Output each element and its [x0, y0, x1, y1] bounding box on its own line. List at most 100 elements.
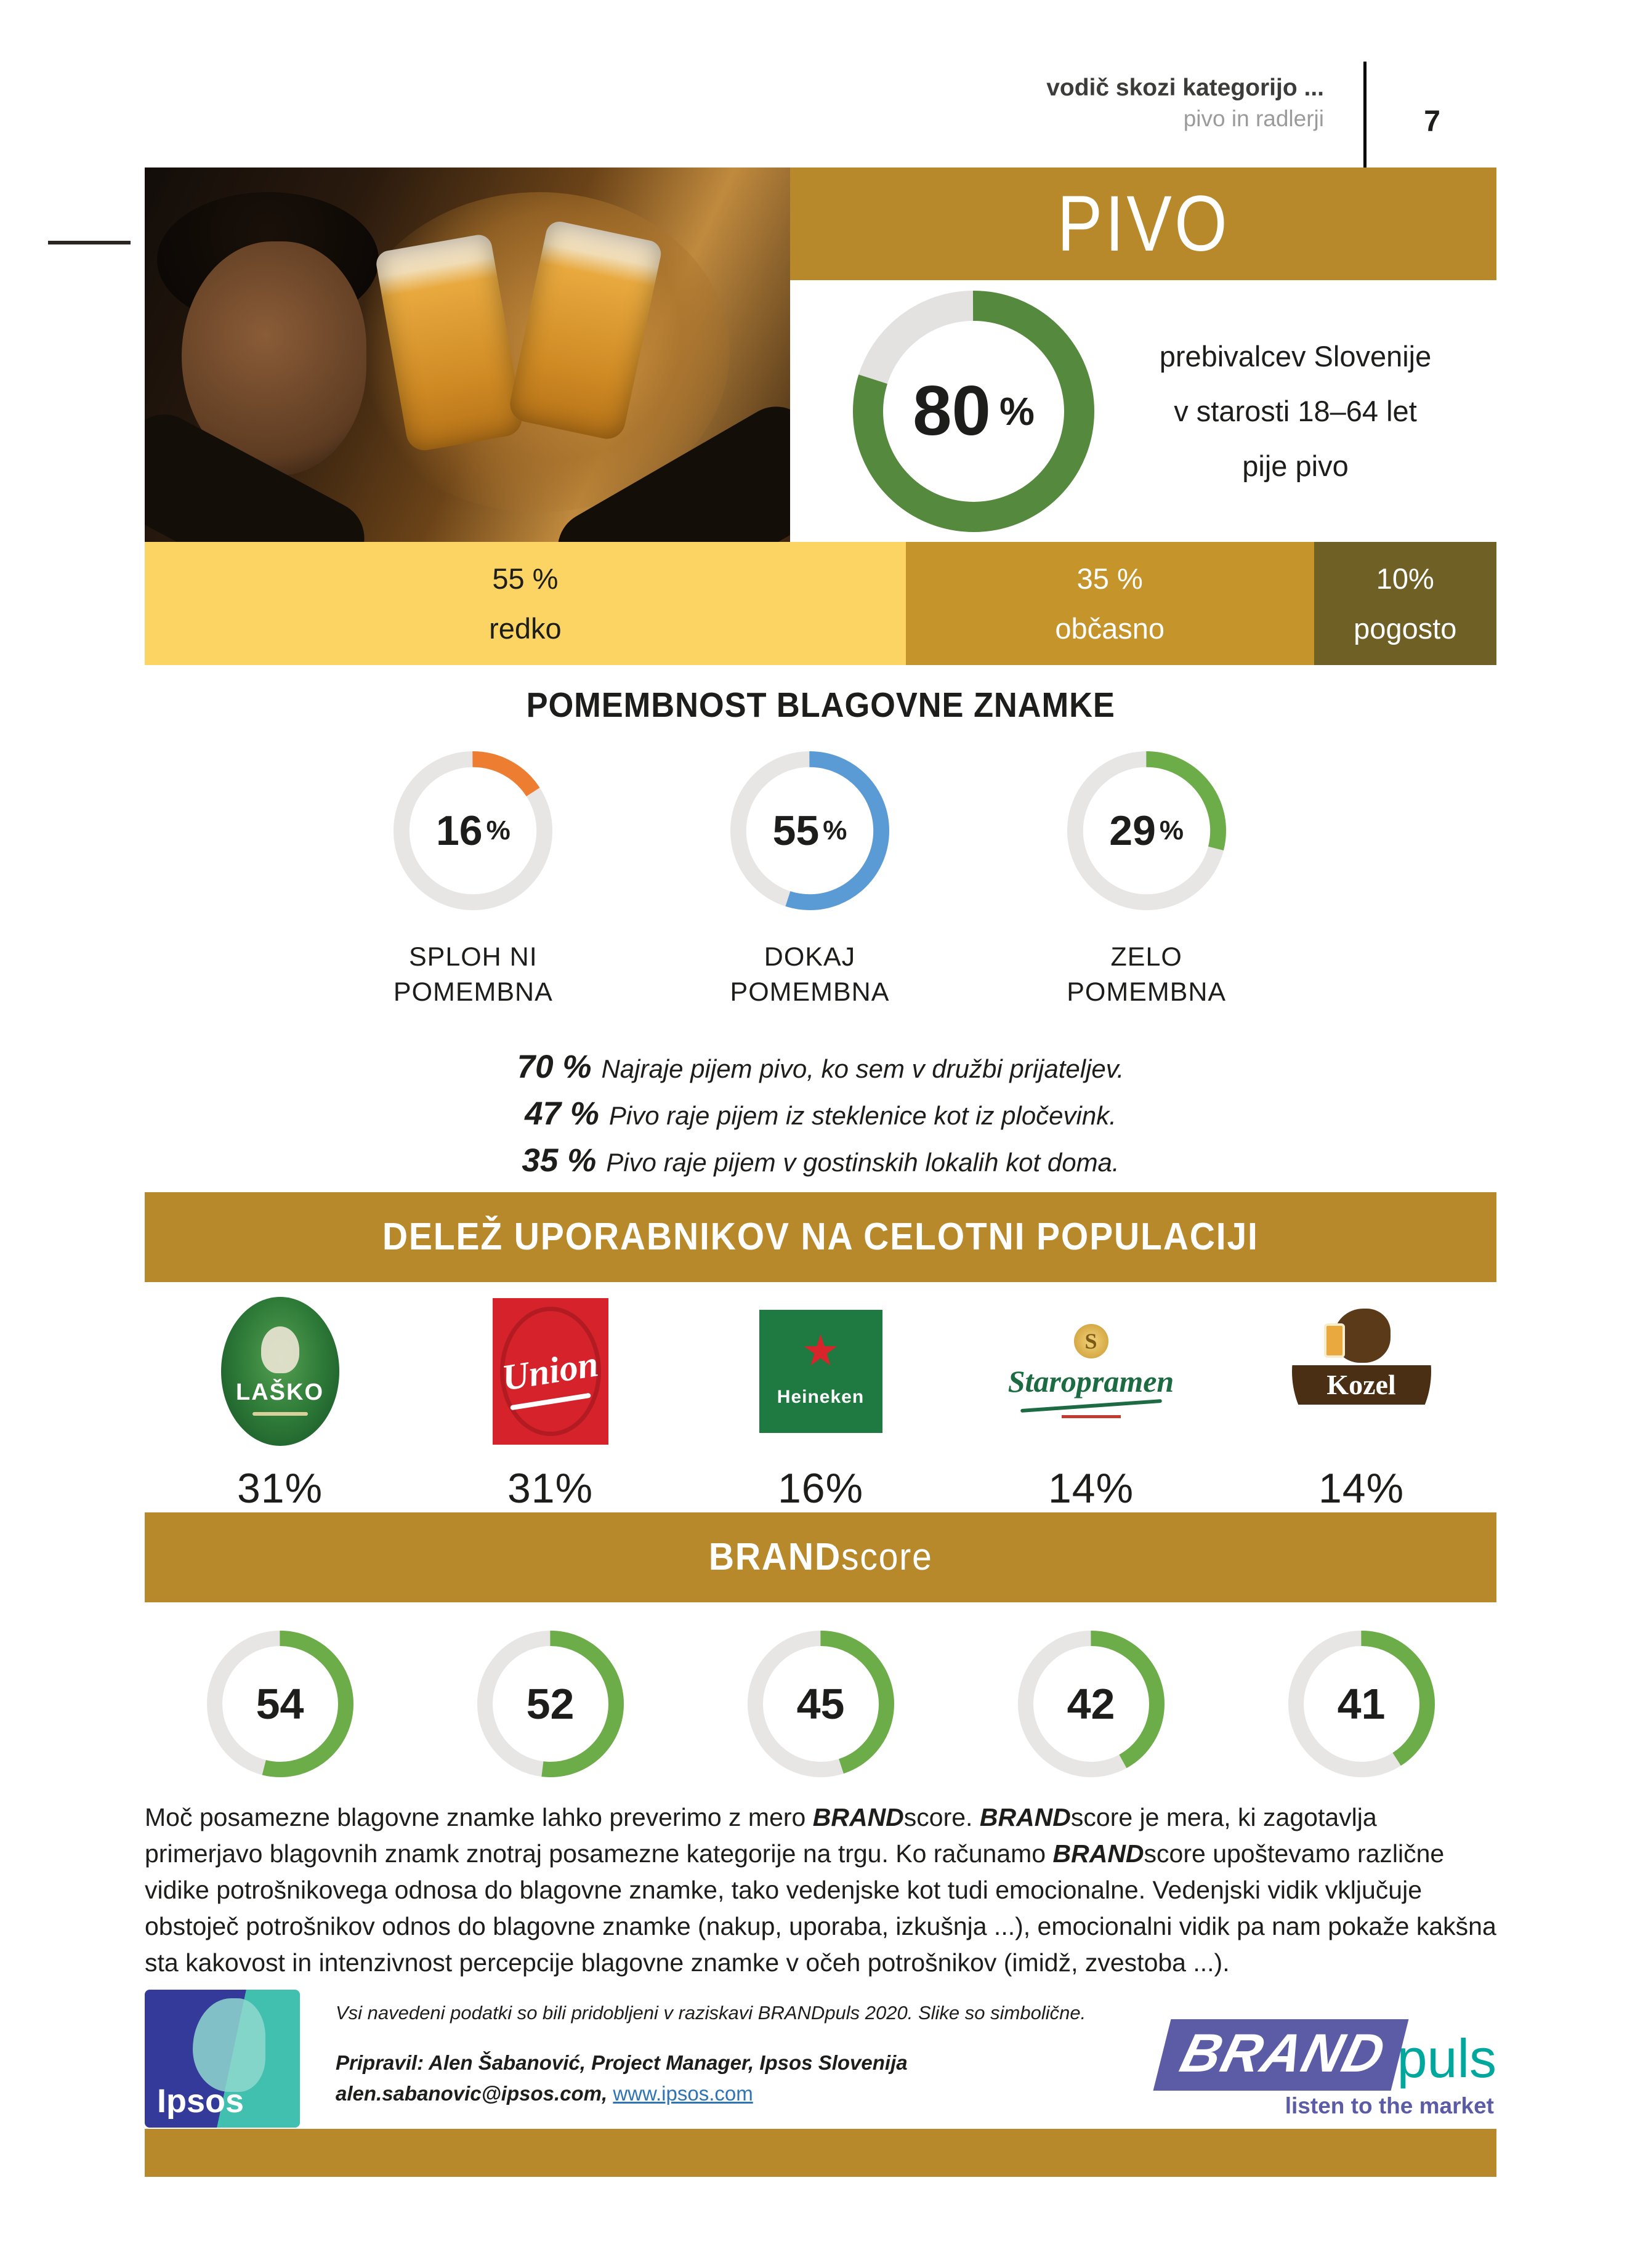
brand-logo-box: Union [492, 1293, 608, 1450]
heineken-logo-text: Heineken [777, 1386, 865, 1407]
brandpuls-tagline: listen to the market [1285, 2092, 1494, 2118]
frequency-segment-pogosto: 10% pogosto [1314, 542, 1496, 665]
beer-penetration-donut: 80% [853, 290, 1094, 532]
description-line: prebivalcev Slovenije [1159, 339, 1432, 373]
importance-col-sploh-ni: 16% SPLOH NI POMEMBNA [305, 751, 642, 1010]
brandscore-number: 42 [1067, 1679, 1115, 1728]
brandscore-title-bold: BRAND [708, 1536, 841, 1578]
statements-block: 70 % Najraje pijem pivo, ko sem v družbi… [145, 1048, 1496, 1188]
statement-row: 47 % Pivo raje pijem iz steklenice kot i… [145, 1095, 1496, 1142]
penetration-unit: % [999, 389, 1035, 434]
brand-logo-box: Kozel [1291, 1291, 1431, 1451]
brand-share-value: 31% [507, 1464, 594, 1512]
hero-body: 80% prebivalcev Slovenije v starosti 18–… [790, 280, 1496, 542]
importance-label-line: POMEMBNA [393, 977, 553, 1007]
importance-unit: % [1159, 815, 1184, 845]
importance-unit: % [823, 815, 847, 845]
brandscore-value: 54 [207, 1631, 353, 1777]
importance-label: SPLOH NI POMEMBNA [394, 940, 553, 1010]
importance-label-line: POMEMBNA [1067, 977, 1227, 1007]
brand-col-kozel: Kozel 14% [1226, 1293, 1496, 1512]
kozel-logo-text: Kozel [1326, 1369, 1396, 1400]
staropramen-logo-ribbon [1061, 1415, 1121, 1418]
importance-value: 29% [1067, 751, 1226, 910]
importance-value: 55% [730, 751, 889, 910]
usage-section-title: DELEŽ UPORABNIKOV NA CELOTNI POPULACIJI [382, 1216, 1259, 1258]
contact-email: alen.sabanovic@ipsos.com, [336, 2081, 608, 2105]
brand-share-value: 14% [1318, 1464, 1405, 1512]
footer: Ipsos Vsi navedeni podatki so bili prido… [145, 1989, 1496, 2128]
lasko-logo-line [252, 1412, 308, 1416]
brandscore-donut: 52 [477, 1630, 624, 1777]
importance-unit: % [486, 815, 511, 845]
importance-donut-zelo: 29% [1067, 751, 1226, 910]
margin-dash [48, 241, 131, 244]
brandscore-description: Moč posamezne blagovne znamke lahko prev… [145, 1802, 1496, 1977]
ipsos-logo-text: Ipsos [157, 2082, 244, 2120]
brand-col-union: Union 31% [415, 1293, 685, 1512]
brand-share-value: 31% [236, 1464, 323, 1512]
brandscore-section-banner: BRANDscore [145, 1512, 1496, 1602]
frequency-segment-redko: 55 % redko [145, 542, 906, 665]
lasko-logo-text: Laško [236, 1379, 324, 1405]
brandscore-value: 42 [1018, 1631, 1165, 1777]
brands-row: Laško 31% Union 31% [145, 1293, 1496, 1512]
prepared-by: Pripravil: Alen Šabanović, Project Manag… [336, 2051, 908, 2074]
category-title: PIVO [1057, 180, 1230, 268]
kozel-logo-band: Kozel [1291, 1365, 1431, 1405]
brand-share-value: 16% [777, 1464, 864, 1512]
importance-col-zelo: 29% ZELO POMEMBNA [978, 751, 1315, 1010]
kozel-logo: Kozel [1291, 1291, 1431, 1451]
usage-section-banner: DELEŽ UPORABNIKOV NA CELOTNI POPULACIJI [145, 1192, 1496, 1282]
importance-number: 16 [435, 807, 483, 854]
penetration-number: 80 [913, 372, 991, 450]
data-source-note: Vsi navedeni podatki so bili pridobljeni… [336, 2001, 1086, 2024]
brand-share-value: 14% [1048, 1464, 1134, 1512]
importance-label-line: POMEMBNA [730, 977, 890, 1007]
brand-logo-box: Heineken [759, 1293, 882, 1450]
content-column: PIVO 80% prebivalcev Slovenije v starost… [145, 167, 1496, 2177]
segment-percent: 10% [1376, 562, 1434, 595]
lasko-logo: Laško [220, 1296, 339, 1446]
brand-col-lasko: Laško 31% [145, 1293, 415, 1512]
segment-percent: 35 % [1076, 562, 1143, 595]
description-line: v starosti 18–64 let [1174, 394, 1417, 427]
lasko-goat-icon [260, 1326, 299, 1373]
brandscore-number: 45 [796, 1679, 845, 1728]
brandscore-number: 52 [526, 1679, 575, 1728]
staropramen-logo: S Staropramen [1003, 1306, 1179, 1437]
importance-title-text: POMEMBNOST BLAGOVNE ZNAMKE [526, 685, 1115, 725]
statement-percent: 70 % [517, 1048, 592, 1085]
header-divider [1363, 62, 1367, 202]
ipsos-website-link[interactable]: www.ipsos.com [613, 2081, 753, 2105]
importance-section-title: POMEMBNOST BLAGOVNE ZNAMKE [145, 685, 1496, 725]
importance-value: 16% [394, 751, 552, 910]
brandpuls-parallelogram: BRAND [1153, 2019, 1409, 2091]
statement-percent: 35 % [522, 1142, 597, 1179]
brandscore-title-light: score [841, 1536, 933, 1578]
frequency-segment-obcasno: 35 % občasno [905, 542, 1314, 665]
importance-col-dokaj: 55% DOKAJ POMEMBNA [642, 751, 979, 1010]
importance-donut-dokaj: 55% [730, 751, 889, 910]
importance-label-line: ZELO [1110, 942, 1182, 972]
statement-text: Najraje pijem pivo, ko sem v družbi prij… [601, 1054, 1124, 1083]
header-category: pivo in radlerji [1183, 105, 1324, 131]
footer-text: Vsi navedeni podatki so bili pridobljeni… [336, 1990, 1102, 2105]
statement-row: 35 % Pivo raje pijem v gostinskih lokali… [145, 1142, 1496, 1188]
importance-donut-sploh-ni: 16% [394, 751, 553, 910]
beer-toast-photo [145, 167, 790, 542]
brandscore-donuts-row: 54 52 45 42 41 [145, 1602, 1496, 1793]
union-logo-text: Union [499, 1343, 601, 1398]
brandscore-value: 41 [1288, 1631, 1435, 1777]
brandscore-donut: 42 [1017, 1630, 1165, 1777]
importance-donuts-row: 16% SPLOH NI POMEMBNA 55% DOKAJ POMEMBNA [305, 751, 1315, 1010]
heineken-star-icon [804, 1334, 838, 1366]
statement-row: 70 % Najraje pijem pivo, ko sem v družbi… [145, 1048, 1496, 1095]
brandscore-value: 52 [477, 1631, 624, 1777]
importance-label-line: SPLOH NI [408, 942, 538, 972]
importance-label-line: DOKAJ [764, 942, 856, 972]
brand-logo-box: Laško [220, 1293, 339, 1450]
hero-row: PIVO 80% prebivalcev Slovenije v starost… [145, 167, 1496, 542]
staropramen-logo-underline [1020, 1398, 1162, 1413]
